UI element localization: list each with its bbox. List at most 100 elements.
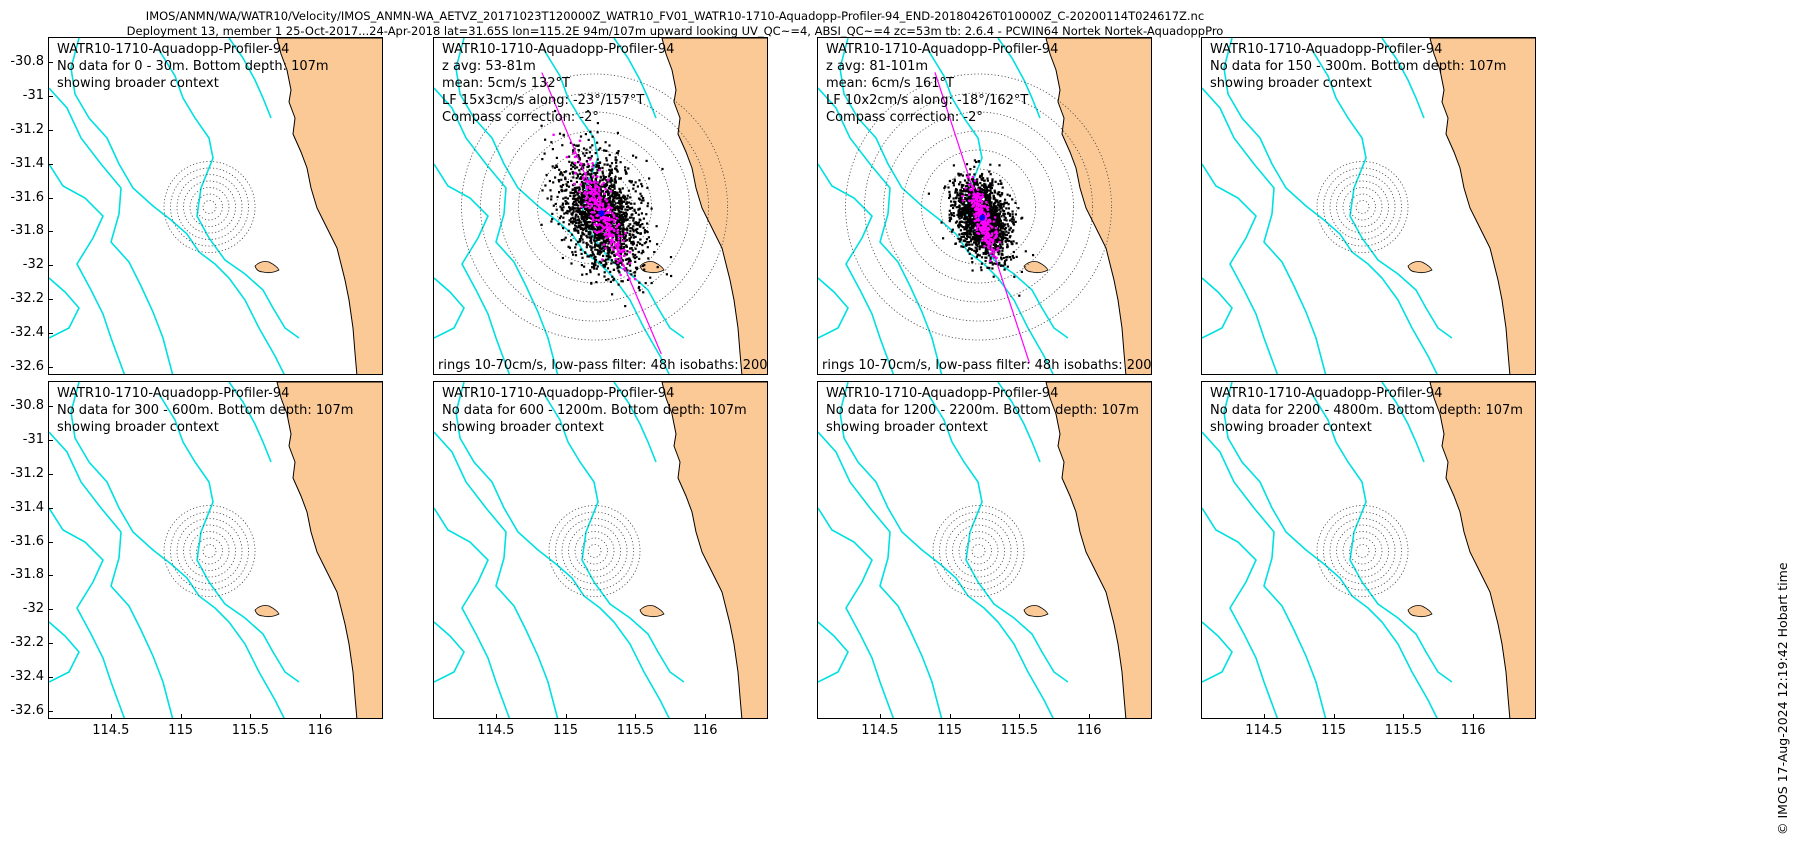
velocity-point xyxy=(970,220,973,223)
velocity-point xyxy=(960,245,963,248)
velocity-point xyxy=(965,204,968,207)
velocity-point xyxy=(961,174,964,177)
velocity-point xyxy=(590,223,593,226)
velocity-point xyxy=(972,181,975,184)
velocity-point xyxy=(594,173,597,176)
lowpass-point xyxy=(594,190,597,194)
velocity-point xyxy=(601,232,604,235)
velocity-point xyxy=(958,174,961,177)
velocity-point xyxy=(988,266,991,270)
velocity-point xyxy=(587,221,590,224)
velocity-point xyxy=(558,173,562,176)
speed-ring xyxy=(952,524,1005,578)
velocity-point xyxy=(593,240,596,243)
velocity-point xyxy=(991,191,994,195)
velocity-point xyxy=(577,149,580,152)
velocity-point xyxy=(972,233,975,236)
lowpass-point xyxy=(978,193,981,196)
velocity-point xyxy=(963,221,966,224)
velocity-point xyxy=(616,170,619,173)
lowpass-point xyxy=(591,165,594,168)
velocity-point xyxy=(619,243,622,246)
velocity-point xyxy=(589,254,592,257)
velocity-point xyxy=(584,211,587,214)
velocity-point xyxy=(598,246,601,249)
velocity-point xyxy=(642,196,645,200)
lowpass-point xyxy=(986,226,990,230)
velocity-point xyxy=(1006,265,1009,268)
velocity-point xyxy=(987,185,990,188)
velocity-point xyxy=(603,163,606,166)
velocity-point xyxy=(999,234,1002,238)
velocity-point xyxy=(950,230,953,233)
lowpass-point xyxy=(607,235,611,238)
velocity-point xyxy=(583,216,586,219)
velocity-point xyxy=(598,260,601,263)
x-tick-label: 116 xyxy=(1076,723,1102,738)
velocity-point xyxy=(1000,239,1003,242)
velocity-point xyxy=(575,243,578,246)
velocity-point xyxy=(635,231,638,234)
velocity-point xyxy=(952,197,955,200)
velocity-point xyxy=(969,204,973,207)
velocity-point xyxy=(613,204,616,207)
lowpass-point xyxy=(586,196,589,199)
velocity-point xyxy=(974,218,977,221)
velocity-point xyxy=(984,259,987,263)
velocity-point xyxy=(961,235,965,238)
speed-ring xyxy=(170,511,249,591)
velocity-point xyxy=(610,183,613,186)
velocity-point xyxy=(976,239,979,242)
velocity-point xyxy=(991,210,994,213)
velocity-point xyxy=(621,208,624,211)
lowpass-point xyxy=(589,205,592,209)
velocity-point xyxy=(994,243,997,246)
lowpass-point xyxy=(600,224,604,227)
velocity-point xyxy=(577,208,580,211)
velocity-point xyxy=(604,141,607,144)
velocity-point xyxy=(582,195,585,199)
lowpass-point xyxy=(602,243,606,246)
velocity-point xyxy=(1006,193,1009,196)
velocity-point xyxy=(969,240,972,243)
velocity-point xyxy=(971,208,974,211)
velocity-point xyxy=(984,183,987,186)
land-polygon xyxy=(1429,38,1535,374)
velocity-point xyxy=(989,213,992,216)
lowpass-point xyxy=(983,204,987,208)
velocity-point xyxy=(618,266,621,269)
velocity-point xyxy=(589,236,592,239)
velocity-point xyxy=(587,255,590,258)
velocity-point xyxy=(630,247,633,250)
velocity-point xyxy=(635,267,638,271)
velocity-point xyxy=(972,218,975,221)
velocity-point xyxy=(954,197,957,200)
velocity-point xyxy=(992,202,995,205)
velocity-point xyxy=(639,192,642,195)
velocity-point xyxy=(599,161,602,164)
panel-info-line: showing broader context xyxy=(57,76,219,91)
velocity-point xyxy=(965,220,968,223)
velocity-point xyxy=(574,215,577,218)
lowpass-point xyxy=(595,218,598,222)
velocity-point xyxy=(596,248,599,252)
velocity-point xyxy=(976,254,979,257)
velocity-point xyxy=(579,227,582,231)
velocity-point xyxy=(613,254,616,257)
velocity-point xyxy=(548,179,551,183)
velocity-point xyxy=(588,216,591,220)
velocity-point xyxy=(993,238,996,241)
velocity-point xyxy=(646,222,649,225)
velocity-point xyxy=(612,261,615,264)
velocity-point xyxy=(994,245,997,248)
velocity-point xyxy=(645,241,648,244)
velocity-point xyxy=(991,180,994,183)
velocity-point xyxy=(613,183,616,186)
lowpass-point xyxy=(617,237,621,241)
velocity-point xyxy=(572,253,575,256)
velocity-point xyxy=(996,217,999,220)
velocity-point xyxy=(577,189,581,192)
velocity-point xyxy=(633,209,636,212)
lowpass-point xyxy=(614,257,618,261)
velocity-point xyxy=(621,263,624,266)
